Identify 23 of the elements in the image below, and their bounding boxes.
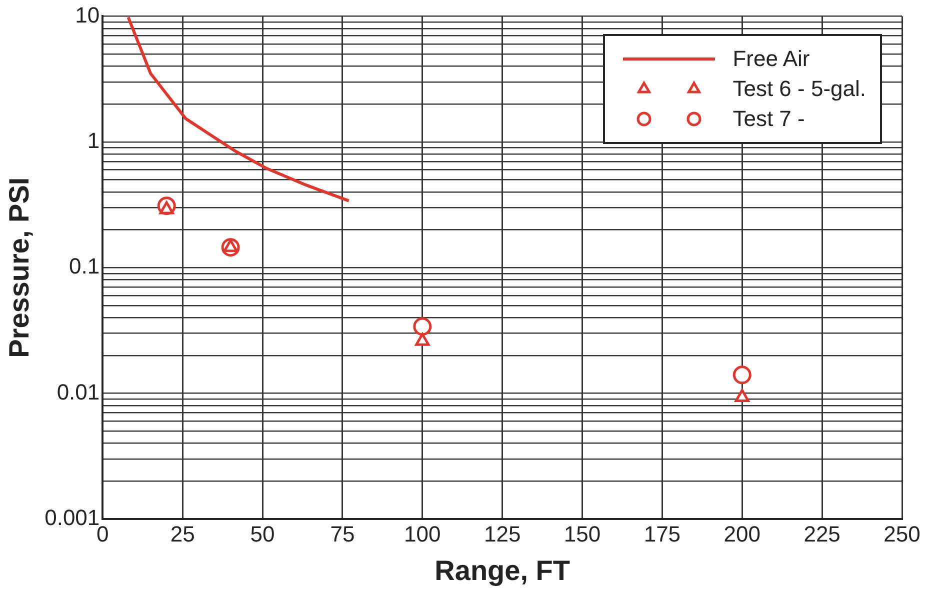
point <box>734 389 750 402</box>
legend-label: Test 7 - <box>732 106 805 132</box>
x-tick-label: 125 <box>484 521 521 546</box>
y-tick-label: 0.1 <box>69 254 100 279</box>
x-tick-label: 75 <box>330 521 355 546</box>
x-tick-label: 50 <box>250 521 275 546</box>
legend-label: Free Air <box>732 46 810 72</box>
x-tick-label: 25 <box>170 521 195 546</box>
x-tick-label: 150 <box>564 521 601 546</box>
y-tick-label: 1 <box>87 128 100 153</box>
point <box>413 317 432 336</box>
x-tick-label: 250 <box>884 521 920 546</box>
x-axis-title: Range, FT <box>434 554 570 586</box>
x-tick-label: 175 <box>644 521 681 546</box>
y-tick-label: 0.01 <box>56 379 100 404</box>
x-tick-label: 200 <box>724 521 760 546</box>
legend-label: Test 6 - 5-gal. <box>732 76 866 102</box>
x-tick-label: 100 <box>404 521 441 546</box>
point <box>732 366 752 384</box>
y-axis-title: Pressure, PSI <box>4 177 35 358</box>
y-tick-label: 10 <box>75 2 100 28</box>
x-tick-label: 225 <box>804 521 840 546</box>
point <box>415 332 430 346</box>
